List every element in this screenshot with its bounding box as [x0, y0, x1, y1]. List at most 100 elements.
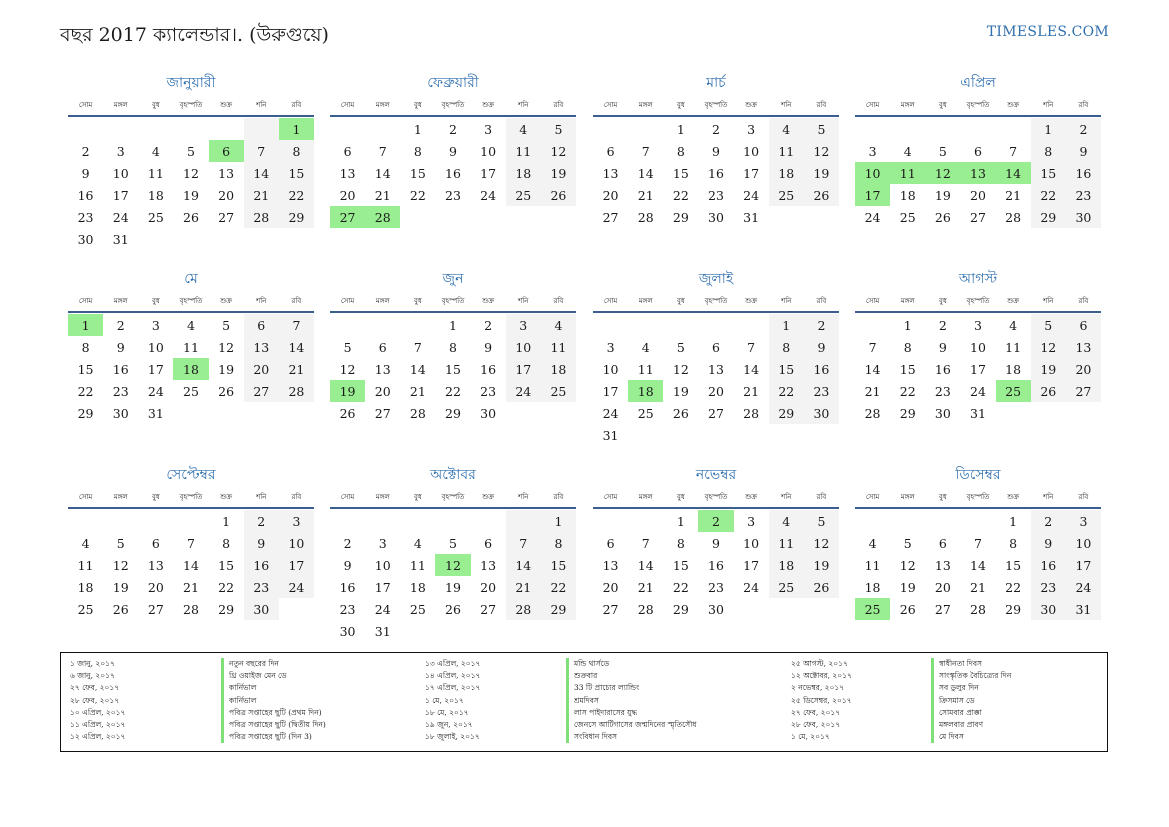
day-cell: 12 — [925, 162, 961, 184]
brand-link[interactable]: TIMESLES.COM — [986, 24, 1109, 40]
day-cell: 8 — [413, 143, 422, 159]
empty-cell — [855, 118, 890, 140]
day-cell: 6 — [343, 143, 352, 159]
day-cell: 2 — [698, 510, 734, 532]
day-cell: 6 — [974, 143, 982, 159]
day-cell: 10 — [374, 557, 391, 573]
day-cell: 1 — [903, 317, 912, 333]
day-cell: 29 — [278, 206, 314, 228]
day-cell: 2 — [343, 535, 352, 551]
empty-cell — [628, 510, 663, 532]
day-cell: 11 — [540, 336, 576, 358]
day-cell: 5 — [222, 317, 231, 333]
header-divider — [593, 115, 839, 117]
day-cell: 18 — [77, 579, 94, 595]
header-divider — [855, 115, 1101, 117]
weekday-label: বুধ — [938, 493, 947, 501]
day-cell: 17 — [743, 557, 760, 573]
days-grid: 1 2 3 4 5 6 7 8 9 10 11 12 13 14 15 16 17 18 19 20 21 22 23 24 2… — [68, 510, 314, 620]
day-cell: 30 — [803, 402, 839, 424]
day-cell: 13 — [934, 557, 951, 573]
day-cell: 6 — [606, 143, 615, 159]
day-cell: 9 — [1065, 140, 1101, 162]
day-cell: 9 — [484, 339, 493, 355]
weekday-header: সোম মঙ্গল বুধ বৃহস্পতি শুক্র শনি রবি — [593, 96, 839, 114]
holiday-name: শ্রমদিবস — [566, 694, 697, 707]
weekday-label: শনি — [518, 493, 529, 501]
empty-cell — [330, 118, 365, 140]
day-cell: 14 — [864, 361, 881, 377]
day-cell: 20 — [480, 579, 497, 595]
weekday-label: শুক্র — [482, 101, 495, 109]
day-cell: 27 — [480, 601, 497, 617]
day-cell: 12 — [1030, 336, 1066, 358]
weekday-label: শুক্র — [745, 101, 758, 109]
day-cell: 17 — [743, 165, 760, 181]
empty-cell — [890, 118, 925, 140]
day-cell: 10 — [855, 162, 891, 184]
day-cell: 6 — [151, 535, 160, 551]
weekday-label: শুক্র — [745, 297, 758, 305]
day-cell: 26 — [672, 405, 689, 421]
weekday-label: রবি — [291, 493, 302, 501]
month-block: সেপ্টেম্বর সোম মঙ্গল বুধ বৃহস্পতি শুক্র শনি রবি… — [68, 465, 314, 620]
header-divider — [593, 507, 839, 509]
month-block: এপ্রিল সোম মঙ্গল বুধ বৃহস্পতি শুক্র শনি রবি 1 2 3 4… — [855, 73, 1101, 228]
day-cell: 3 — [378, 535, 387, 551]
empty-cell — [279, 402, 314, 424]
day-cell: 7 — [868, 339, 877, 355]
day-cell: 31 — [743, 209, 760, 225]
weekday-label: বৃহস্পতি — [966, 297, 990, 305]
day-cell: 18 — [768, 554, 804, 576]
day-cell: 9 — [712, 143, 720, 159]
day-cell: 17 — [374, 579, 391, 595]
weekday-label: রবি — [553, 297, 564, 305]
empty-cell — [400, 620, 435, 642]
holiday-dates-col-1: ১ জানু, ২০১৭ ৬ জানু, ২০১৭ ২৭ ফেব, ২০১৭ ২… — [70, 658, 125, 743]
day-cell: 4 — [151, 143, 160, 159]
day-cell: 28 — [365, 206, 401, 228]
weekday-label: বুধ — [938, 297, 947, 305]
day-cell: 26 — [803, 576, 839, 598]
day-cell: 26 — [183, 209, 199, 225]
header-divider — [330, 507, 576, 509]
day-cell: 29 — [1005, 601, 1022, 617]
holiday-name: পবিত্র সপ্তাহের ছুটি (দ্বিতীয় দিন) — [221, 718, 326, 732]
weekday-label: শনি — [1043, 493, 1054, 501]
holiday-name: সব ডুলুর দিন — [931, 682, 1011, 695]
day-cell: 15 — [77, 361, 94, 377]
day-cell: 8 — [1009, 535, 1018, 551]
day-cell: 19 — [330, 380, 366, 402]
weekday-header: সোম মঙ্গল বুধ বৃহস্পতি শুক্র শনি রবি — [330, 292, 576, 310]
weekday-label: শনি — [518, 297, 529, 305]
holiday-name: পবিত্র সপ্তাহের ছুটি (দিন 3) — [221, 731, 326, 744]
empty-cell — [804, 598, 839, 620]
empty-cell — [769, 206, 804, 228]
day-cell: 1 — [1009, 513, 1018, 529]
holiday-name: লাস পাইদারাসের যুদ্ধ — [566, 706, 697, 719]
day-cell: 23 — [803, 380, 839, 402]
day-cell: 12 — [672, 361, 689, 377]
day-cell: 7 — [505, 532, 541, 554]
day-cell: 23 — [112, 383, 129, 399]
day-cell: 19 — [218, 361, 235, 377]
holiday-names-col-3: স্বাধীনতা দিবস সাংস্কৃতিক বৈচিত্র্যের দি… — [931, 658, 1011, 744]
day-cell: 25 — [505, 184, 541, 206]
weekday-label: বৃহস্পতি — [704, 297, 728, 305]
weekday-label: রবি — [816, 297, 827, 305]
day-cell: 23 — [708, 187, 724, 203]
day-cell: 16 — [708, 165, 724, 181]
empty-cell — [925, 510, 960, 532]
day-cell: 18 — [540, 358, 576, 380]
empty-cell — [173, 402, 208, 424]
empty-cell — [471, 510, 506, 532]
day-cell: 29 — [445, 405, 461, 421]
weekday-label: মঙ্গল — [638, 101, 653, 109]
day-cell: 4 — [187, 317, 195, 333]
empty-cell — [890, 510, 925, 532]
day-cell: 1 — [222, 513, 231, 529]
weekday-label: বুধ — [413, 101, 422, 109]
day-cell: 13 — [1065, 336, 1101, 358]
day-cell: 3 — [278, 510, 314, 532]
weekday-label: বুধ — [413, 493, 422, 501]
